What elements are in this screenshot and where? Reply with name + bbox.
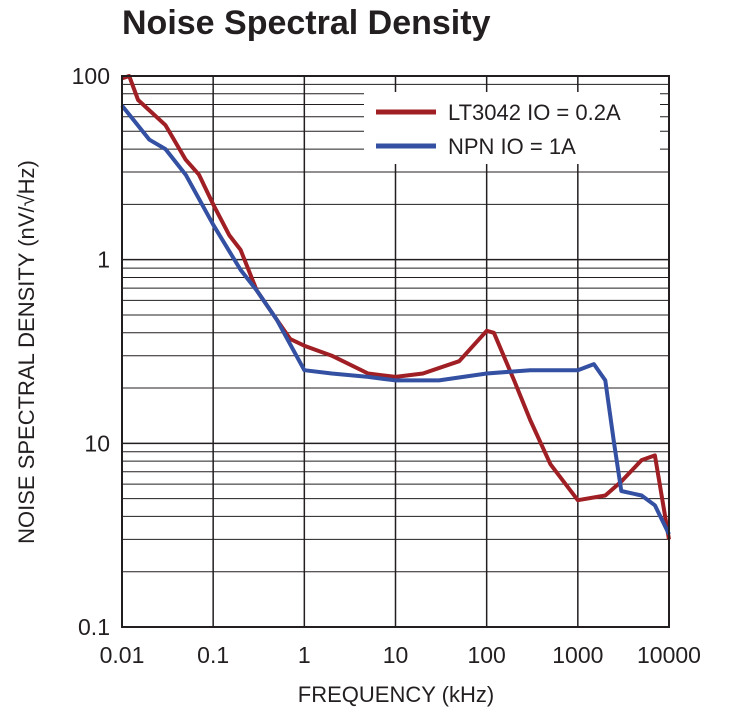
legend-label: NPN IO = 1A xyxy=(448,134,576,159)
legend-label: LT3042 IO = 0.2A xyxy=(448,100,621,125)
x-tick-label: 10 xyxy=(383,642,409,668)
y-tick-label: 10 xyxy=(84,430,110,456)
line-series xyxy=(120,104,671,536)
legend: LT3042 IO = 0.2A NPN IO = 1A xyxy=(364,92,660,164)
x-tick-label: 1000 xyxy=(552,642,603,668)
x-tick-label: 0.01 xyxy=(100,642,145,668)
x-tick-label: 100 xyxy=(467,642,505,668)
plot-area xyxy=(120,74,671,540)
y-tick-label: 0.1 xyxy=(78,614,110,640)
line-series xyxy=(121,74,671,540)
chart-title: Noise Spectral Density xyxy=(122,4,491,42)
x-tick-label: 0.1 xyxy=(197,642,229,668)
legend-box xyxy=(364,92,660,164)
plot-frame xyxy=(121,75,670,628)
x-tick-label: 10000 xyxy=(637,642,701,668)
y-tick-label: 100 xyxy=(72,63,110,89)
y-tick-label: 1 xyxy=(97,247,110,273)
x-tick-label: 1 xyxy=(298,642,311,668)
x-axis-label: FREQUENCY (kHz) xyxy=(298,682,494,707)
y-axis-label: NOISE SPECTRAL DENSITY (nV/√Hz) xyxy=(14,160,39,544)
